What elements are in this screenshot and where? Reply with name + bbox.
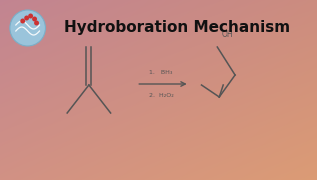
Circle shape <box>24 15 29 21</box>
Circle shape <box>10 10 45 46</box>
Text: 2.  H₂O₂: 2. H₂O₂ <box>148 93 173 98</box>
Circle shape <box>34 21 39 26</box>
Circle shape <box>20 19 25 24</box>
Circle shape <box>28 14 33 19</box>
Text: Hydroboration Mechanism: Hydroboration Mechanism <box>64 19 290 35</box>
Text: OH: OH <box>221 30 233 39</box>
Circle shape <box>32 17 37 21</box>
Text: 1.   BH₃: 1. BH₃ <box>149 70 173 75</box>
